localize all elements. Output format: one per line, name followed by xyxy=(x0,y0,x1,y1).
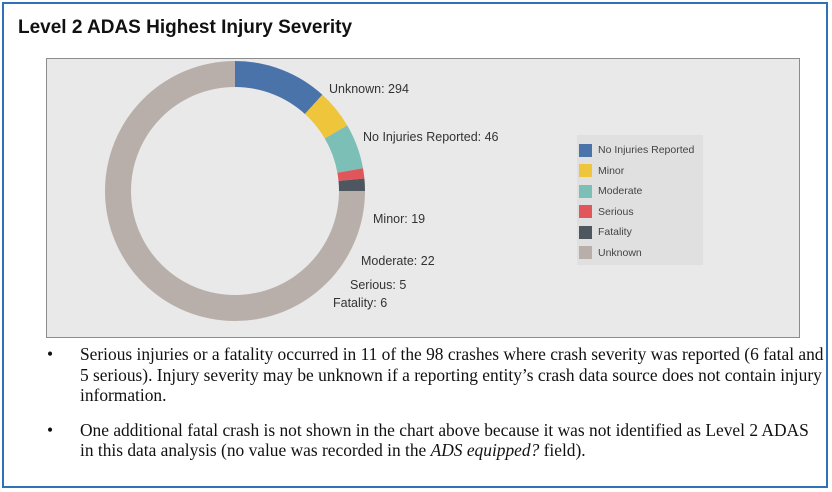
legend-swatch xyxy=(579,225,592,239)
data-label-moderate: Moderate: 22 xyxy=(361,254,435,268)
data-label-unknown: Unknown: 294 xyxy=(329,82,409,96)
legend-label: No Injuries Reported xyxy=(598,144,695,157)
legend-item-no-injuries-reported: No Injuries Reported xyxy=(579,140,703,161)
note-item: • One additional fatal crash is not show… xyxy=(34,420,826,461)
legend-swatch xyxy=(579,205,592,219)
legend-swatch xyxy=(579,143,592,157)
note-item: • Serious injuries or a fatality occurre… xyxy=(34,344,826,406)
data-label-no-injuries-reported: No Injuries Reported: 46 xyxy=(363,130,499,144)
slice-fatality xyxy=(338,178,365,191)
legend-item-fatality: Fatality xyxy=(579,222,703,243)
data-label-serious: Serious: 5 xyxy=(350,278,406,292)
donut-chart: No Injuries Reported: 46 Minor: 19 Moderat… xyxy=(105,61,499,321)
chart-legend: No Injuries Reported Minor Moderate Seri… xyxy=(577,135,703,265)
legend-item-serious: Serious xyxy=(579,202,703,223)
legend-item-minor: Minor xyxy=(579,161,703,182)
legend-swatch xyxy=(579,164,592,178)
data-label-fatality: Fatality: 6 xyxy=(333,296,387,310)
legend-item-unknown: Unknown xyxy=(579,243,703,264)
note-text-part: One additional fatal crash is not shown … xyxy=(80,419,809,461)
figure-title: Level 2 ADAS Highest Injury Severity xyxy=(18,17,353,38)
legend-label: Unknown xyxy=(598,246,642,259)
note-text: Serious injuries or a fatality occurred … xyxy=(80,344,824,405)
legend-swatch xyxy=(579,246,592,260)
slice-serious xyxy=(337,168,365,182)
slice-moderate xyxy=(324,125,363,173)
slice-minor xyxy=(304,94,348,139)
note-text: One additional fatal crash is not shown … xyxy=(80,420,809,461)
data-label-minor: Minor: 19 xyxy=(373,212,425,226)
note-text-part: field). xyxy=(539,440,586,460)
slice-no-injuries-reported xyxy=(235,61,323,115)
legend-label: Moderate xyxy=(598,185,643,198)
legend-label: Fatality xyxy=(598,226,632,239)
legend-swatch xyxy=(579,184,592,198)
legend-item-moderate: Moderate xyxy=(579,181,703,202)
notes-list: • Serious injuries or a fatality occurre… xyxy=(34,344,826,475)
legend-label: Minor xyxy=(598,164,625,177)
bullet: • xyxy=(47,419,54,440)
note-field-name: ADS equipped? xyxy=(430,440,540,460)
bullet: • xyxy=(47,344,54,364)
legend-label: Serious xyxy=(598,205,634,218)
chart-panel: No Injuries Reported: 46 Minor: 19 Moderat… xyxy=(46,58,800,338)
